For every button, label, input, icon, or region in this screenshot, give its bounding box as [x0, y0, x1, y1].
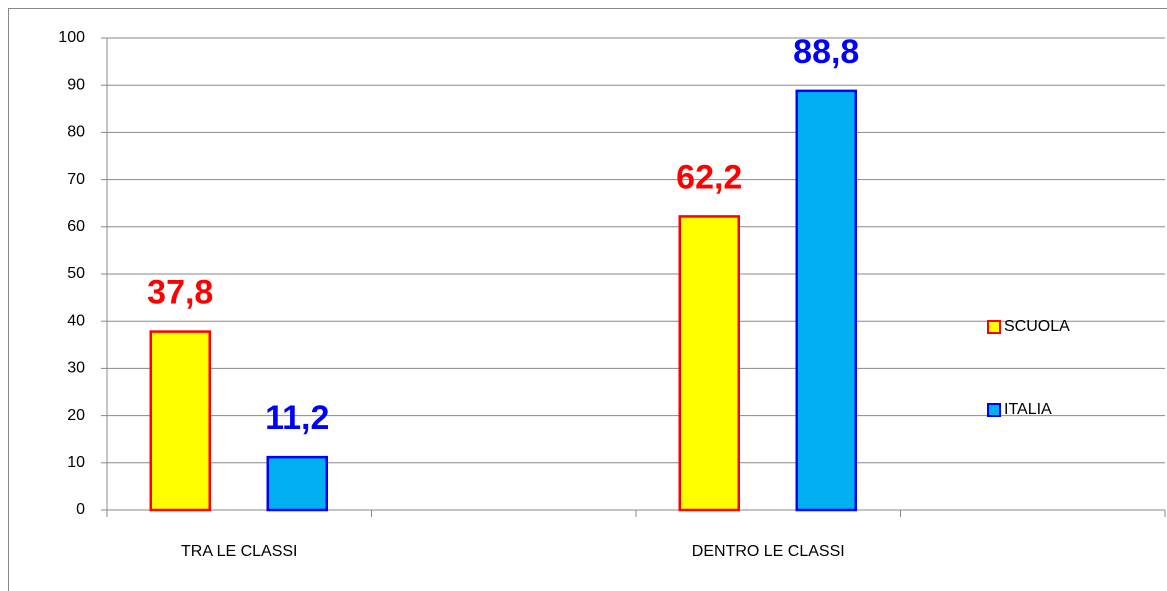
legend-label: SCUOLA	[1004, 318, 1070, 335]
value-label: 62,2	[676, 158, 742, 196]
y-tick-label: 70	[67, 171, 85, 188]
y-tick-label: 80	[67, 124, 85, 141]
bar	[795, 89, 857, 512]
y-tick-label: 30	[67, 360, 85, 377]
x-tick-label: TRA LE CLASSI	[181, 543, 298, 560]
value-label: 37,8	[147, 274, 213, 312]
y-tick-label: 0	[76, 501, 85, 518]
bar	[678, 215, 740, 512]
y-tick-label: 20	[67, 407, 85, 424]
y-tick-label: 40	[67, 312, 85, 329]
y-tick-label: 60	[67, 218, 85, 235]
value-label: 88,8	[793, 33, 859, 71]
y-tick-label: 10	[67, 454, 85, 471]
y-tick-label: 100	[58, 29, 85, 46]
value-label: 11,2	[265, 399, 329, 437]
x-tick-label: DENTRO LE CLASSI	[692, 543, 845, 560]
legend-label: ITALIA	[1004, 401, 1052, 418]
y-tick-label: 90	[67, 76, 85, 93]
bar	[149, 330, 211, 512]
legend-swatch	[987, 403, 1001, 417]
legend-swatch	[987, 320, 1001, 334]
bar	[266, 455, 328, 512]
y-tick-label: 50	[67, 265, 85, 282]
